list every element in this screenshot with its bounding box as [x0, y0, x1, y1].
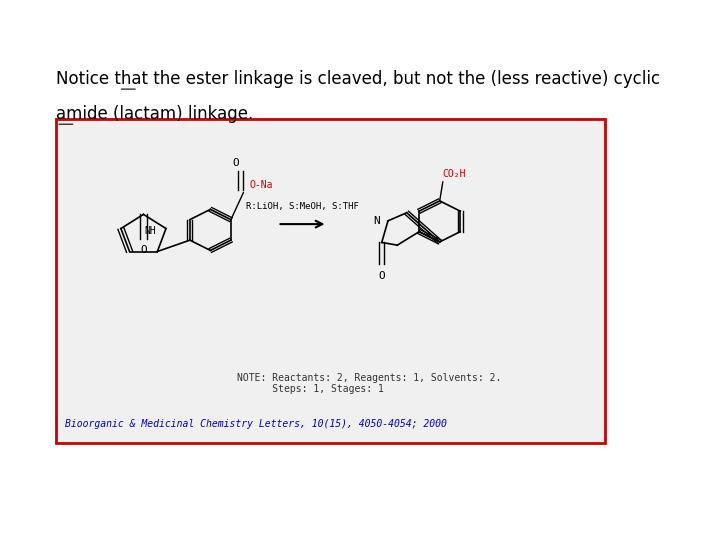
Text: NH: NH	[145, 226, 157, 237]
Text: CO₂H: CO₂H	[443, 169, 467, 179]
Text: N: N	[374, 216, 380, 226]
Text: amide (lactam) linkage.: amide (lactam) linkage.	[56, 105, 253, 123]
Text: O: O	[232, 158, 238, 168]
Text: O: O	[378, 271, 385, 281]
Text: O-Na: O-Na	[250, 179, 273, 190]
Text: O: O	[140, 245, 147, 255]
Text: R:LiOH, S:MeOH, S:THF: R:LiOH, S:MeOH, S:THF	[246, 201, 359, 211]
Text: Bioorganic & Medicinal Chemistry Letters, 10(15), 4050-4054; 2000: Bioorganic & Medicinal Chemistry Letters…	[66, 419, 447, 429]
Text: Notice that the ester linkage is cleaved, but not the (less reactive) cyclic: Notice that the ester linkage is cleaved…	[56, 70, 660, 88]
FancyBboxPatch shape	[56, 119, 605, 443]
Text: NOTE: Reactants: 2, Reagents: 1, Solvents: 2.
      Steps: 1, Stages: 1: NOTE: Reactants: 2, Reagents: 1, Solvent…	[237, 373, 501, 394]
